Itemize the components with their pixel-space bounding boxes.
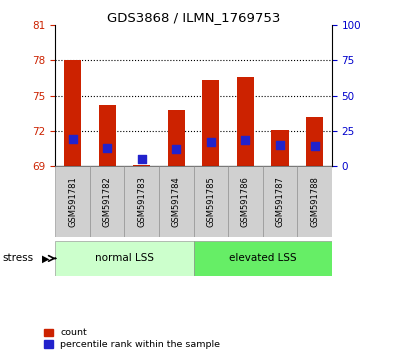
Text: ▶: ▶ bbox=[42, 253, 49, 263]
Bar bbox=[194, 241, 332, 276]
Bar bbox=[228, 166, 263, 237]
Text: stress: stress bbox=[2, 253, 33, 263]
Bar bbox=[133, 165, 150, 166]
Legend: count, percentile rank within the sample: count, percentile rank within the sample bbox=[44, 329, 220, 349]
Point bbox=[208, 139, 214, 144]
Text: GSM591781: GSM591781 bbox=[68, 176, 77, 227]
Bar bbox=[263, 166, 297, 237]
Text: GSM591787: GSM591787 bbox=[275, 176, 284, 227]
Point bbox=[104, 145, 110, 150]
Bar bbox=[202, 80, 220, 166]
Text: GSM591784: GSM591784 bbox=[172, 176, 181, 227]
Bar bbox=[55, 241, 194, 276]
Bar bbox=[55, 166, 90, 237]
Bar bbox=[194, 166, 228, 237]
Bar bbox=[159, 166, 194, 237]
Bar bbox=[124, 166, 159, 237]
Point bbox=[139, 156, 145, 162]
Text: normal LSS: normal LSS bbox=[95, 253, 154, 263]
Point bbox=[70, 136, 76, 142]
Point bbox=[311, 143, 318, 149]
Point bbox=[173, 146, 179, 152]
Text: elevated LSS: elevated LSS bbox=[229, 253, 297, 263]
Text: GSM591782: GSM591782 bbox=[103, 176, 112, 227]
Title: GDS3868 / ILMN_1769753: GDS3868 / ILMN_1769753 bbox=[107, 11, 280, 24]
Text: GSM591785: GSM591785 bbox=[206, 176, 215, 227]
Point bbox=[242, 138, 248, 143]
Bar bbox=[297, 166, 332, 237]
Point bbox=[277, 142, 283, 148]
Bar bbox=[167, 110, 185, 166]
Bar bbox=[64, 60, 81, 166]
Bar bbox=[98, 105, 116, 166]
Bar bbox=[90, 166, 124, 237]
Text: GSM591788: GSM591788 bbox=[310, 176, 319, 227]
Text: GSM591783: GSM591783 bbox=[137, 176, 146, 227]
Bar bbox=[237, 77, 254, 166]
Bar bbox=[306, 117, 323, 166]
Text: GSM591786: GSM591786 bbox=[241, 176, 250, 227]
Bar bbox=[271, 130, 289, 166]
